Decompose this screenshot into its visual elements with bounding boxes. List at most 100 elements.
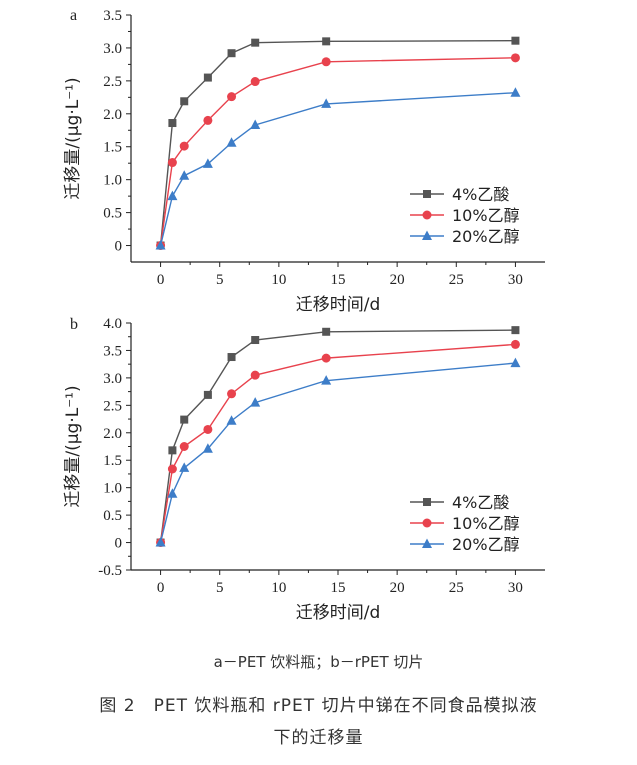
legend-marker-2 — [422, 230, 432, 240]
figure-caption-line-1: 图 2 PET 饮料瓶和 rPET 切片中锑在不同食品模拟液 — [99, 696, 538, 716]
y-tick-label: 2.0 — [103, 107, 122, 123]
y-tick-label: 1.5 — [103, 140, 122, 156]
data-point-1 — [167, 158, 177, 168]
legend-label-2: 20%乙醇 — [452, 227, 520, 246]
legend-label-2: 20%乙醇 — [452, 535, 520, 554]
chart-panel-b: b 0 5 10 15 20 25 30 -0.5 0 0.5 1.0 1.5 2.0 2.5 3.0 3.5 4… — [63, 316, 545, 623]
data-point-0 — [168, 446, 177, 455]
x-tick-label: 20 — [390, 272, 405, 288]
y-tick-label: -0.5 — [98, 563, 122, 579]
y-tick-label: 0.5 — [103, 508, 122, 524]
data-point-1 — [179, 141, 189, 151]
data-point-2 — [167, 488, 178, 498]
data-point-0 — [511, 326, 520, 335]
x-axis-label: 迁移时间/d — [296, 603, 381, 623]
data-point-2 — [226, 137, 237, 147]
y-tick-label: 0 — [115, 536, 123, 552]
chart-panel-a: a 0 5 10 15 20 25 30 0 0.5 1.0 1.5 2.0 2.5 3.0 3.5 迁移时间/… — [63, 7, 545, 315]
legend-label-1: 10%乙醇 — [452, 514, 520, 533]
panel-label: b — [70, 316, 78, 333]
y-tick-label: 3.5 — [103, 8, 122, 24]
y-tick-label: 3.0 — [103, 371, 122, 387]
legend-marker-0 — [423, 498, 431, 506]
x-tick-label: 30 — [508, 272, 523, 288]
data-point-0 — [322, 327, 331, 336]
data-point-1 — [203, 115, 213, 125]
x-tick-label: 20 — [390, 580, 405, 596]
data-point-2 — [179, 462, 190, 472]
data-point-0 — [180, 97, 189, 106]
subfigure-caption: a－PET 饮料瓶；b－rPET 切片 — [213, 653, 424, 671]
legend-label-1: 10%乙醇 — [452, 206, 520, 225]
panel-label: a — [70, 7, 77, 24]
data-point-2 — [167, 190, 178, 201]
legend-label-0: 4%乙酸 — [452, 185, 509, 204]
x-tick-label: 25 — [449, 272, 464, 288]
data-point-1 — [321, 57, 331, 67]
data-point-2 — [202, 158, 213, 168]
x-tick-label: 10 — [271, 580, 286, 596]
data-point-1 — [510, 53, 520, 63]
x-axis-label: 迁移时间/d — [296, 295, 381, 315]
y-tick-label: 3.5 — [103, 343, 122, 359]
data-point-2 — [155, 240, 166, 250]
y-tick-label: 4.0 — [103, 316, 122, 332]
x-tick-label: 15 — [331, 272, 346, 288]
series-line-0 — [159, 329, 516, 543]
data-point-1 — [510, 339, 520, 349]
data-point-2 — [155, 537, 166, 547]
data-point-0 — [322, 37, 331, 46]
x-tick-label: 5 — [216, 580, 224, 596]
data-point-1 — [167, 464, 177, 474]
legend-marker-0 — [423, 190, 431, 198]
y-axis-label: 迁移量/(μg·L⁻¹) — [63, 77, 83, 199]
data-point-1 — [227, 92, 237, 102]
y-tick-label: 1.5 — [103, 453, 122, 469]
legend-marker-1 — [422, 518, 432, 528]
data-point-2 — [179, 170, 190, 180]
y-tick-label: 1.0 — [103, 173, 122, 189]
data-point-1 — [179, 442, 189, 451]
data-point-2 — [321, 375, 332, 385]
x-tick-label: 0 — [157, 580, 165, 596]
x-tick-label: 15 — [331, 580, 346, 596]
data-point-1 — [227, 389, 237, 399]
data-point-0 — [203, 73, 212, 82]
figure-caption-line-2: 下的迁移量 — [273, 728, 364, 749]
y-tick-label: 0 — [115, 239, 123, 255]
data-point-0 — [227, 353, 236, 362]
data-point-2 — [510, 357, 521, 368]
series-line-2 — [159, 92, 516, 246]
x-tick-label: 5 — [216, 272, 224, 288]
y-tick-label: 2.5 — [103, 74, 122, 90]
data-point-0 — [180, 415, 189, 424]
x-tick-label: 25 — [449, 580, 464, 596]
data-point-1 — [250, 77, 260, 87]
data-point-2 — [250, 397, 261, 407]
y-axis-label: 迁移量/(μg·L⁻¹) — [63, 385, 83, 507]
y-tick-label: 1.0 — [103, 481, 122, 497]
data-point-0 — [227, 49, 236, 58]
data-point-0 — [203, 390, 212, 399]
x-tick-label: 30 — [508, 580, 523, 596]
x-tick-label: 0 — [157, 272, 165, 288]
series-line-2 — [159, 362, 516, 543]
y-tick-label: 2.5 — [103, 398, 122, 414]
data-point-2 — [202, 443, 213, 453]
legend-label-0: 4%乙酸 — [452, 493, 509, 512]
y-tick-label: 3.0 — [103, 41, 122, 57]
data-point-1 — [203, 424, 213, 434]
figure-caption: 图 2 PET 饮料瓶和 rPET 切片中锑在不同食品模拟液 下的迁移量 — [0, 690, 637, 755]
series-line-1 — [159, 343, 516, 543]
data-point-0 — [251, 336, 260, 345]
legend-marker-2 — [422, 538, 432, 548]
data-point-2 — [250, 119, 261, 129]
y-tick-label: 2.0 — [103, 426, 122, 442]
legend-marker-1 — [422, 210, 432, 220]
data-point-2 — [321, 98, 332, 108]
data-point-1 — [250, 370, 260, 380]
y-tick-label: 0.5 — [103, 206, 122, 222]
data-point-0 — [251, 38, 260, 47]
data-point-0 — [168, 119, 177, 128]
data-point-1 — [321, 353, 331, 363]
